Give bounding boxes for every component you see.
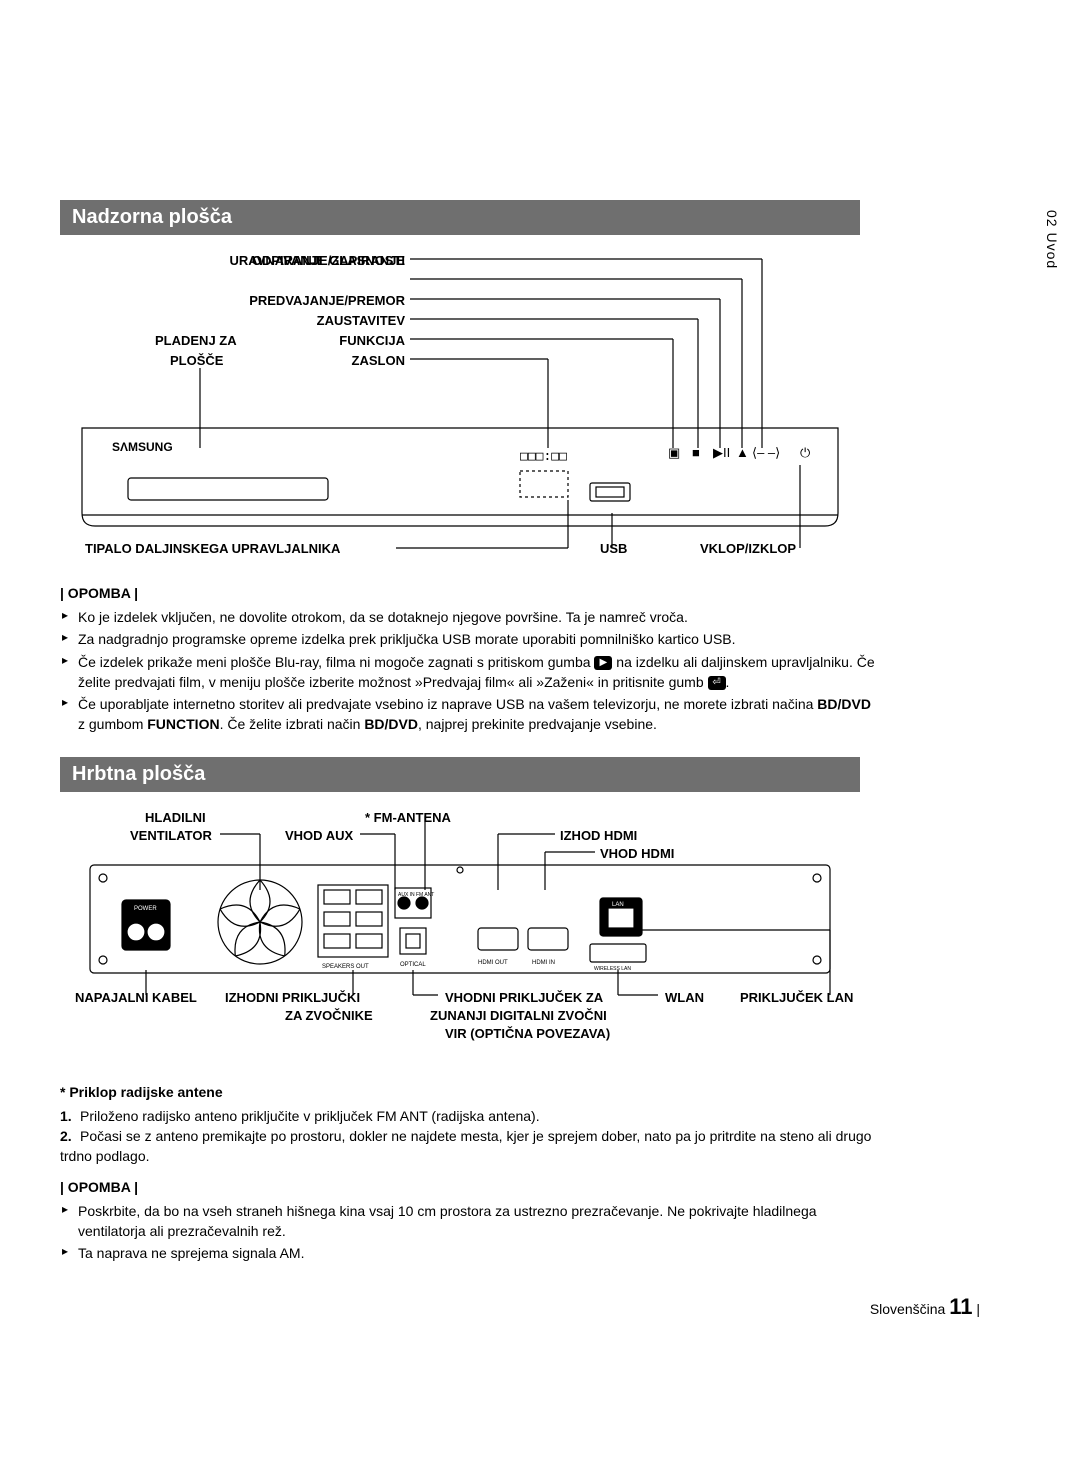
svg-text:OPTICAL: OPTICAL [400, 962, 426, 968]
label-lan: PRIKLJUČEK LAN [740, 990, 853, 1005]
antenna-steps: 1.Priloženo radijsko anteno priključite … [60, 1106, 880, 1167]
label-power-cable: NAPAJALNI KABEL [75, 990, 197, 1005]
svg-text:POWER: POWER [134, 906, 157, 912]
footer-language: Slovenščina [870, 1301, 946, 1317]
label-hdmi-out: IZHOD HDMI [560, 828, 637, 843]
label-power: VKLOP/IZKLOP [700, 541, 796, 556]
step-item: 1.Priloženo radijsko anteno priključite … [60, 1106, 880, 1126]
page-content: Nadzorna plošča URAVNAVANJE GLASNOSTI OD… [0, 200, 1080, 1360]
label-fm: * FM-ANTENA [365, 810, 451, 825]
footer-page-number: 11 [949, 1294, 972, 1319]
svg-text:FM ANT: FM ANT [416, 892, 434, 898]
note-heading-rear: | OPOMBA | [60, 1179, 1020, 1195]
note-item: Ko je izdelek vključen, ne dovolite otro… [60, 607, 880, 627]
svg-text:⏻: ⏻ [800, 445, 810, 460]
svg-text:■: ■ [692, 445, 700, 460]
label-digital-1: VHODNI PRIKLJUČEK ZA [445, 990, 603, 1005]
front-panel-diagram: URAVNAVANJE GLASNOSTI ODPIRANJE/ZAPIRANJ… [60, 253, 860, 573]
label-tray-1: PLADENJ ZA [155, 333, 237, 348]
svg-text:SΛMSUNG: SΛMSUNG [112, 440, 173, 454]
svg-text:▣: ▣ [668, 445, 680, 460]
note-item: Za nadgradnjo programske opreme izdelka … [60, 629, 880, 649]
note-item: Če izdelek prikaže meni plošče Blu-ray, … [60, 652, 880, 693]
section-header-rear: Hrbtna plošča [60, 757, 860, 792]
svg-text:⟨– –⟩: ⟨– –⟩ [752, 445, 780, 460]
rear-notes-list: Poskrbite, da bo na vseh straneh hišnega… [60, 1201, 880, 1264]
svg-text:□□□:□□: □□□:□□ [520, 449, 567, 464]
svg-text:LAN: LAN [612, 902, 624, 908]
label-speaker-1: IZHODNI PRIKLJUČKI [225, 990, 360, 1005]
front-notes-list: Ko je izdelek vključen, ne dovolite otro… [60, 607, 880, 735]
svg-text:AUX IN: AUX IN [398, 892, 415, 898]
label-remote-sensor: TIPALO DALJINSKEGA UPRAVLJALNIKA [85, 541, 340, 556]
label-stop: ZAUSTAVITEV [215, 313, 405, 328]
section-header-front: Nadzorna plošča [60, 200, 860, 235]
label-digital-3: VIR (OPTIČNA POVEZAVA) [445, 1026, 610, 1041]
label-play-pause: PREDVAJANJE/PREMOR [145, 293, 405, 308]
label-screen: ZASLON [255, 353, 405, 368]
note-item: Če uporabljate internetno storitev ali p… [60, 694, 880, 735]
label-tray-2: PLOŠČE [170, 353, 223, 368]
label-digital-2: ZUNANJI DIGITALNI ZVOČNI [430, 1008, 607, 1023]
label-usb: USB [600, 541, 627, 556]
label-hdmi-in: VHOD HDMI [600, 846, 674, 861]
svg-text:▲: ▲ [736, 445, 749, 460]
svg-text:HDMI IN: HDMI IN [532, 960, 555, 966]
note-item: Ta naprava ne sprejema signala AM. [60, 1243, 880, 1263]
rear-panel-diagram: HLADILNI VENTILATOR * FM-ANTENA VHOD AUX… [60, 810, 860, 1070]
label-aux: VHOD AUX [285, 828, 353, 843]
svg-text:WIRELESS LAN: WIRELESS LAN [594, 966, 631, 972]
svg-text:HDMI OUT: HDMI OUT [478, 960, 508, 966]
label-fan-1: HLADILNI [145, 810, 206, 825]
page-footer: Slovenščina 11 | [60, 1294, 1020, 1320]
svg-text:▶II: ▶II [713, 445, 730, 460]
label-function: FUNKCIJA [255, 333, 405, 348]
label-fan-2: VENTILATOR [130, 828, 212, 843]
note-heading-front: | OPOMBA | [60, 585, 1020, 601]
play-icon: ▶ [594, 656, 612, 670]
enter-icon: ⏎ [708, 676, 726, 690]
antenna-subheading: * Priklop radijske antene [60, 1084, 1020, 1100]
note-item: Poskrbite, da bo na vseh straneh hišnega… [60, 1201, 880, 1242]
label-open-close: ODPIRANJE/ZAPIRANJE [145, 253, 405, 268]
svg-text:SPEAKERS OUT: SPEAKERS OUT [322, 964, 369, 970]
step-item: 2.Počasi se z anteno premikajte po prost… [60, 1126, 880, 1167]
label-wlan: WLAN [665, 990, 704, 1005]
label-speaker-2: ZA ZVOČNIKE [285, 1008, 373, 1023]
